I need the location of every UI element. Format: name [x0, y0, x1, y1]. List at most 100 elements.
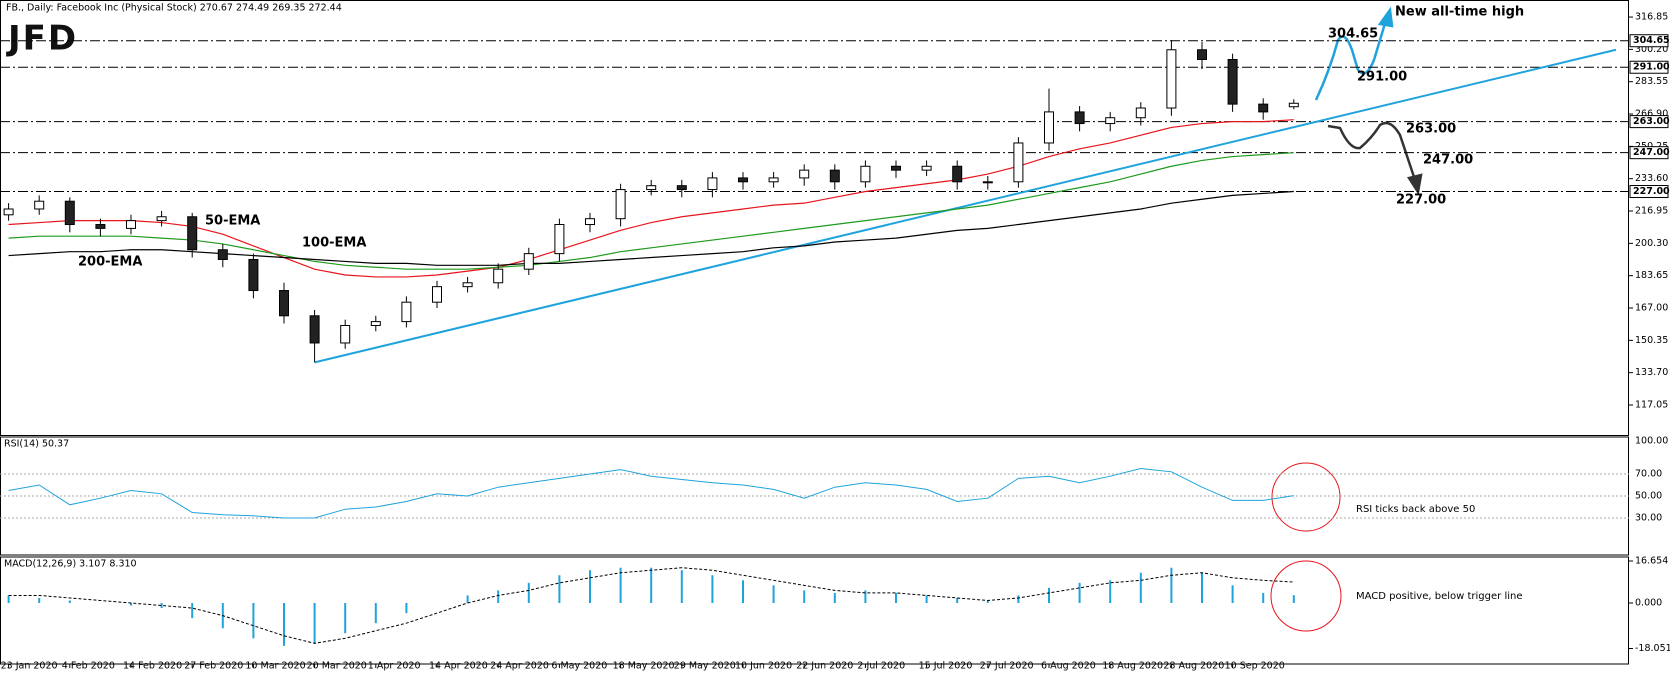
y-tick-label: 216.95 — [1635, 206, 1668, 217]
candle-body — [126, 220, 136, 229]
rsi-title: RSI(14) 50.37 — [4, 439, 69, 450]
candle-body — [34, 200, 45, 210]
level-box — [1629, 60, 1669, 74]
x-tick-label: 2 Jul 2020 — [857, 661, 905, 672]
candle-body — [829, 169, 840, 183]
candle-body — [340, 324, 351, 344]
candle-body — [1074, 111, 1085, 125]
macd-annotation: MACD positive, below trigger line — [1356, 591, 1522, 602]
macd-bar — [527, 582, 530, 604]
candle-body — [1197, 49, 1207, 60]
macd-bar — [711, 575, 714, 604]
macd-bar — [344, 603, 347, 634]
candle-body — [799, 169, 810, 179]
arrow-head — [1377, 6, 1394, 28]
candle-body — [462, 282, 473, 288]
candle-body — [1288, 102, 1299, 108]
x-tick-label: 10 Jun 2020 — [735, 661, 792, 672]
x-tick-label: 18 Aug 2020 — [1102, 661, 1163, 672]
y-tick-label: 50.00 — [1635, 491, 1662, 502]
macd-bar — [7, 595, 10, 604]
macd-bar — [1201, 572, 1203, 604]
y-tick-label: 0.000 — [1635, 598, 1662, 609]
candle-body — [891, 165, 901, 171]
x-tick-label: 23 Jan 2020 — [1, 661, 58, 672]
macd-bar — [405, 603, 408, 614]
macd-bar — [833, 592, 836, 604]
macd-bar — [1262, 592, 1265, 604]
macd-bar — [1292, 595, 1295, 604]
level-box — [1629, 185, 1669, 199]
macd-bar — [160, 603, 163, 609]
level-axis-label: 304.65 — [1633, 35, 1670, 46]
candle-body — [1166, 49, 1177, 109]
macd-circle — [1270, 560, 1342, 632]
candle-body — [401, 301, 412, 323]
x-tick-label: 1 Apr 2020 — [368, 661, 421, 672]
candle-body — [707, 177, 718, 191]
y-tick-label: 266.90 — [1635, 109, 1668, 120]
candle-body — [1044, 111, 1054, 144]
x-tick-label: 29 May 2020 — [674, 661, 736, 672]
level-axis-label: 247.00 — [1633, 147, 1670, 158]
ema-label: 200-EMA — [78, 255, 142, 270]
x-tick-label: 18 May 2020 — [613, 661, 675, 672]
macd-bar — [772, 585, 775, 604]
candle-body — [982, 181, 993, 184]
x-tick-label: 4 Feb 2020 — [62, 661, 115, 672]
macd-bar — [650, 567, 653, 604]
bull-scenario — [1314, 19, 1388, 101]
macd-bar — [252, 603, 255, 639]
macd-bar — [1231, 585, 1234, 604]
ema-label: 50-EMA — [205, 214, 260, 229]
candle-body — [64, 200, 75, 226]
macd-bar — [1170, 567, 1173, 604]
macd-bar — [1078, 582, 1081, 604]
macd-bar — [895, 592, 897, 604]
candle-body — [676, 185, 687, 191]
rsi-circle — [1271, 462, 1341, 532]
candle-body — [1135, 107, 1146, 119]
scenario-arrows — [1314, 6, 1423, 196]
macd-bar — [742, 580, 744, 604]
macd-bar — [38, 597, 41, 604]
scenario-label: 291.00 — [1357, 70, 1407, 85]
candle-body — [646, 185, 657, 191]
x-tick-label: 28 Aug 2020 — [1163, 661, 1224, 672]
rsi-line — [8, 467, 1294, 519]
signal-line — [8, 567, 1294, 644]
candle-body — [523, 253, 534, 270]
ema-line — [8, 119, 1294, 278]
candle-body — [493, 268, 504, 284]
macd-bar — [374, 603, 377, 624]
candle-body — [279, 290, 289, 317]
level-box — [1629, 146, 1669, 160]
y-tick-label: 100.00 — [1635, 436, 1668, 447]
x-tick-label: 27 Jul 2020 — [980, 661, 1034, 672]
scenario-label: 304.65 — [1328, 27, 1378, 42]
level-box — [1629, 34, 1669, 48]
y-tick-label: 30.00 — [1635, 513, 1662, 524]
ema-label: 100-EMA — [302, 236, 366, 251]
macd-bar — [191, 603, 194, 619]
trendline — [314, 48, 1617, 364]
macd-bar — [558, 575, 561, 604]
x-tick-label: 15 Jul 2020 — [919, 661, 973, 672]
y-tick-label: 316.85 — [1635, 12, 1668, 23]
arrow-head — [1407, 173, 1423, 196]
y-tick-label: 16.654 — [1635, 556, 1668, 567]
logo: JFD — [6, 19, 78, 59]
scenario-label: 263.00 — [1406, 122, 1456, 137]
candle-body — [309, 315, 320, 344]
macd-bar — [68, 600, 71, 604]
y-tick-label: 200.30 — [1635, 238, 1668, 249]
macd-bar — [497, 590, 500, 604]
macd-bar — [1139, 572, 1142, 604]
y-tick-label: 283.55 — [1635, 76, 1668, 87]
macd-bar — [803, 590, 806, 604]
candle-body — [217, 249, 228, 260]
macd-title: MACD(12,26,9) 3.107 8.310 — [4, 559, 137, 570]
macd-bar — [925, 595, 928, 604]
x-tick-label: 20 Mar 2020 — [307, 661, 367, 672]
